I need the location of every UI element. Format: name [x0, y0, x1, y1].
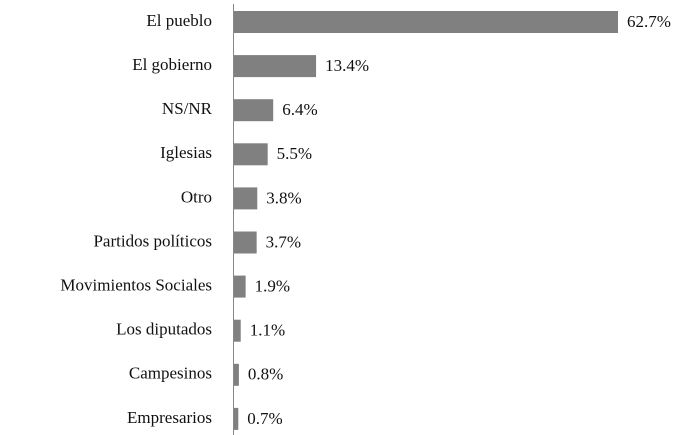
value-label: 62.7% — [627, 12, 671, 31]
category-label: Iglesias — [160, 143, 212, 162]
bar — [234, 363, 239, 386]
category-label: Movimientos Sociales — [60, 276, 212, 295]
bar — [234, 407, 239, 430]
category-label: El pueblo — [146, 11, 212, 30]
value-label: 3.8% — [266, 188, 301, 207]
bar — [234, 275, 246, 298]
value-label: 6.4% — [282, 100, 317, 119]
value-label: 0.8% — [248, 365, 283, 384]
value-label: 13.4% — [325, 56, 369, 75]
value-label: 5.5% — [277, 144, 312, 163]
bar — [234, 143, 268, 166]
value-label: 1.1% — [250, 321, 285, 340]
category-label: Los diputados — [116, 320, 212, 339]
bar — [234, 319, 241, 342]
bar — [234, 11, 618, 33]
bar — [234, 231, 257, 254]
bar — [234, 187, 258, 210]
category-label: Otro — [181, 187, 212, 206]
bar — [234, 55, 317, 78]
category-label: El gobierno — [132, 55, 212, 74]
category-label: NS/NR — [162, 99, 213, 118]
category-label: Partidos políticos — [93, 231, 212, 250]
category-label: Campesinos — [129, 364, 212, 383]
value-label: 1.9% — [255, 277, 290, 296]
value-label: 3.7% — [266, 232, 301, 251]
category-label: Empresarios — [127, 408, 212, 427]
value-label: 0.7% — [247, 409, 282, 428]
bar — [234, 99, 274, 122]
